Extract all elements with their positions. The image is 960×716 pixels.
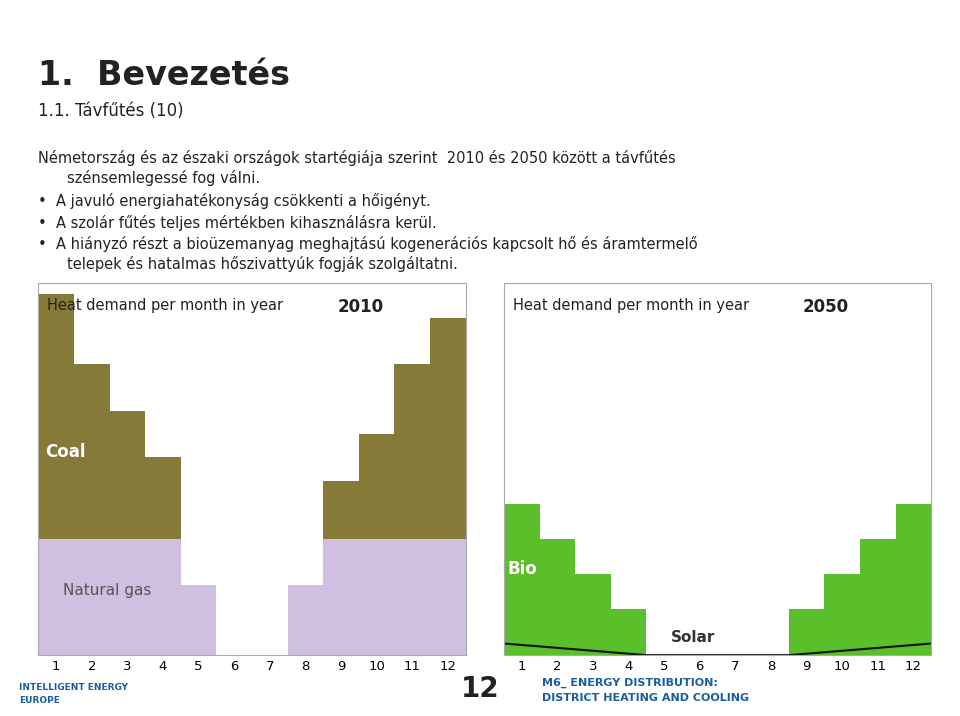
Text: •  A szolár fűtés teljes mértékben kihasználásra kerül.: • A szolár fűtés teljes mértékben kihasz… xyxy=(38,215,437,231)
Text: M6_ ENERGY DISTRIBUTION:: M6_ ENERGY DISTRIBUTION: xyxy=(542,677,718,687)
Text: 1.  Bevezetés: 1. Bevezetés xyxy=(38,59,290,92)
Text: Heat demand per month in year: Heat demand per month in year xyxy=(47,298,283,313)
Text: Bio: Bio xyxy=(508,560,538,578)
Text: Heat demand per month in year: Heat demand per month in year xyxy=(513,298,749,313)
Text: •  A javuló energiahatékonyság csökkenti a hőigényt.: • A javuló energiahatékonyság csökkenti … xyxy=(38,193,431,209)
Text: telepek és hatalmas hőszivattyúk fogják szolgáltatni.: telepek és hatalmas hőszivattyúk fogják … xyxy=(67,256,458,271)
Text: Solar: Solar xyxy=(670,630,715,645)
Text: 12: 12 xyxy=(461,675,499,703)
Text: 2010: 2010 xyxy=(337,298,384,316)
Text: 1.1. Távfűtés (10): 1.1. Távfűtés (10) xyxy=(38,102,184,120)
Text: INTELLIGENT ENERGY: INTELLIGENT ENERGY xyxy=(19,683,129,692)
Text: Bio: Bio xyxy=(831,560,861,578)
Text: Natural gas: Natural gas xyxy=(63,583,152,598)
Text: szénsemlegessé fog válni.: szénsemlegessé fog válni. xyxy=(67,170,260,186)
Text: EUROPE: EUROPE xyxy=(19,696,60,705)
Text: •  A hiányzó részt a bioüzemanyag meghajtású kogenerációs kapcsolt hő és áramter: • A hiányzó részt a bioüzemanyag meghajt… xyxy=(38,236,698,252)
Text: Németország és az északi országok startégiája szerint  2010 és 2050 között a táv: Németország és az északi országok starté… xyxy=(38,150,676,166)
Text: 2050: 2050 xyxy=(803,298,850,316)
Text: Coal: Coal xyxy=(45,443,86,461)
Text: DISTRICT HEATING AND COOLING: DISTRICT HEATING AND COOLING xyxy=(542,693,750,703)
